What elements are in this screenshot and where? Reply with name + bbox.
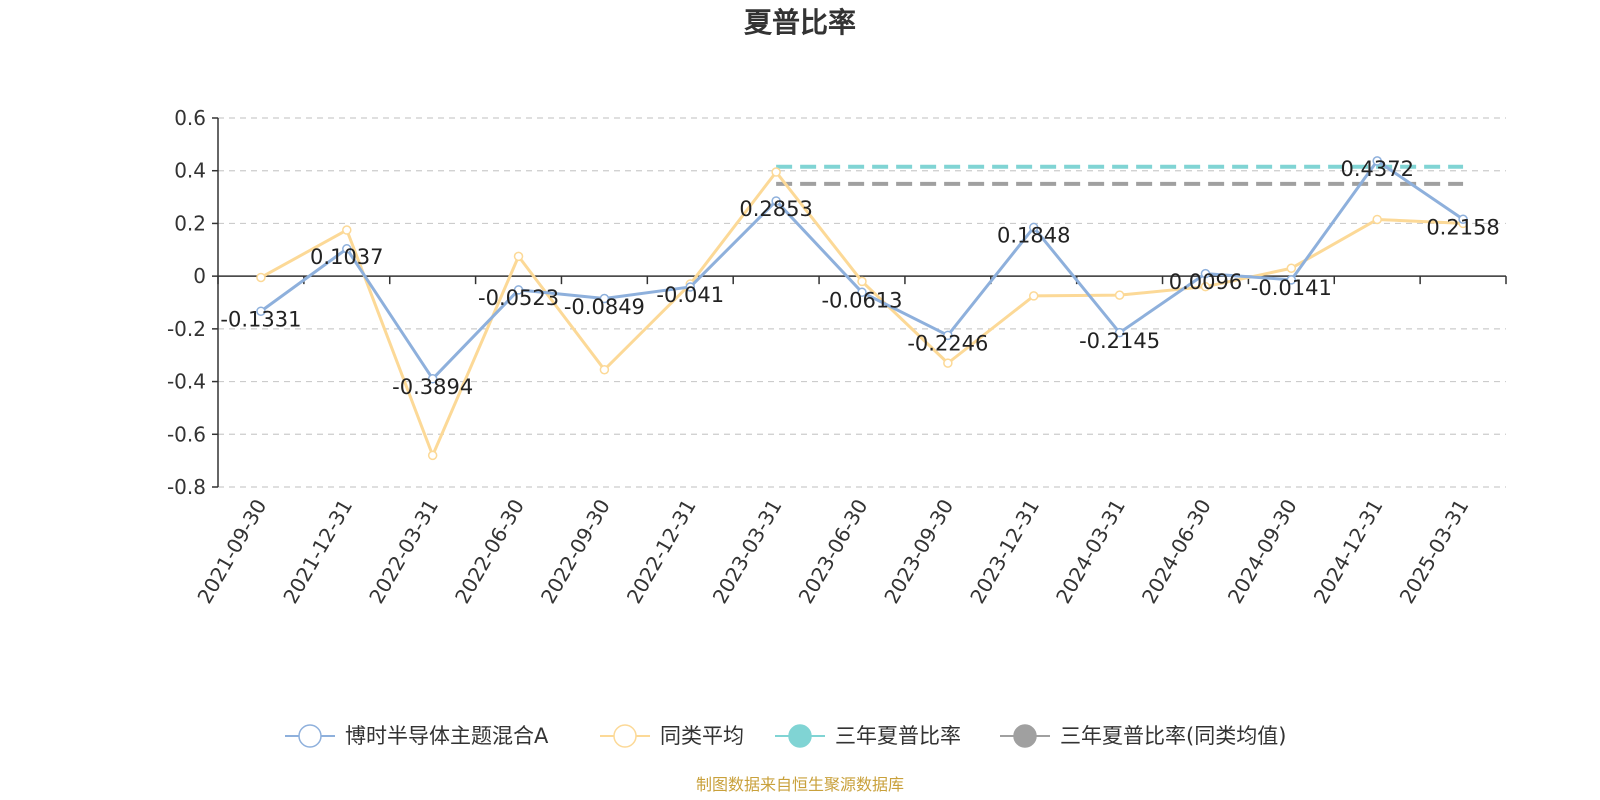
x-tick-label: 2023-09-30: [879, 495, 958, 608]
x-tick-label: 2021-12-31: [278, 495, 357, 608]
y-tick-label: 0.6: [174, 106, 206, 130]
series-lines: [256, 156, 1468, 461]
data-label: -0.0141: [1251, 276, 1332, 300]
series-2-point: [1286, 263, 1297, 273]
series-line-2: [260, 170, 1464, 457]
x-tick-label: 2023-03-31: [708, 495, 787, 608]
series-1-point: [1028, 222, 1039, 233]
legend-symbol-marker: [1013, 724, 1037, 748]
series-1-point: [943, 330, 953, 341]
y-tick-label: 0.4: [174, 159, 206, 183]
x-tick-label: 2022-03-31: [364, 495, 443, 608]
series-1-point: [1200, 268, 1211, 279]
x-tick-label: 2024-09-30: [1223, 495, 1302, 608]
data-labels: -0.1331 0.1037 -0.3894 -0.0523 -0.0849 -0.041…: [220, 157, 1499, 399]
series-1-point: [427, 374, 438, 384]
y-tick-label: -0.2: [167, 317, 206, 341]
series-2-point: [1200, 281, 1211, 292]
series-2-point: [943, 358, 953, 368]
series-2-point: [1114, 290, 1125, 300]
legend-item-3[interactable]: 三年夏普比率: [775, 724, 961, 748]
series-1-point: [513, 285, 524, 295]
data-label: -0.3894: [392, 375, 473, 399]
data-label: -0.0523: [478, 286, 559, 310]
legend-item-4[interactable]: 三年夏普比率(同类均值): [1000, 724, 1286, 748]
series-2-point: [1372, 214, 1382, 225]
x-tick-label: 2021-09-30: [192, 495, 271, 608]
x-tick-label: 2024-03-31: [1051, 495, 1130, 608]
series-1-point: [599, 293, 610, 304]
series-2-point: [857, 276, 867, 287]
data-label: -0.2145: [1079, 329, 1160, 353]
series-1-point: [685, 282, 696, 292]
series-1-point: [256, 306, 266, 316]
series-1-point: [857, 287, 867, 298]
data-label: -0.2246: [907, 332, 988, 356]
legend-label: 三年夏普比率(同类均值): [1060, 724, 1286, 748]
x-tick-label: 2025-03-31: [1395, 495, 1474, 608]
data-label: -0.041: [656, 283, 724, 307]
series-2-point: [256, 272, 266, 283]
series-2-point: [771, 167, 781, 177]
legend-item-2[interactable]: 同类平均: [600, 724, 744, 748]
y-tick-label: -0.6: [167, 422, 206, 446]
legend-symbol-marker: [613, 724, 637, 748]
series-2-point: [1028, 291, 1039, 301]
y-tick-label: 0.2: [174, 211, 206, 235]
data-label: -0.0613: [821, 289, 902, 313]
legend-label: 同类平均: [660, 724, 744, 748]
data-label: -0.1331: [220, 308, 301, 332]
legend-item-1[interactable]: 博时半导体主题混合A: [285, 724, 549, 748]
series-1-point: [771, 196, 781, 206]
series-1-point: [1458, 214, 1468, 225]
data-label: -0.0849: [564, 295, 645, 319]
legend[interactable]: 博时半导体主题混合A 同类平均 三年夏普比率 三年夏普比率(同类均值): [285, 724, 1286, 748]
series-2-point: [342, 225, 352, 235]
data-label: 0.2853: [739, 197, 812, 221]
legend-symbol-marker: [788, 724, 812, 748]
legend-label: 三年夏普比率: [835, 724, 961, 748]
series-1-point: [1114, 327, 1125, 338]
x-tick-label: 2024-12-31: [1309, 495, 1388, 608]
data-label: 0.2158: [1426, 216, 1499, 240]
x-tick-label: 2023-06-30: [793, 495, 872, 608]
x-tick-label: 2024-06-30: [1137, 495, 1216, 608]
series-1-point: [342, 244, 352, 254]
y-tick-label: -0.4: [167, 370, 206, 394]
data-label: 0.0096: [1169, 270, 1242, 294]
legend-symbol-marker: [298, 724, 322, 748]
legend-label: 博时半导体主题混合A: [345, 724, 549, 748]
series-2-point: [599, 364, 610, 375]
data-source-note: 制图数据来自恒生聚源数据库: [696, 775, 904, 794]
x-tick-label: 2022-12-31: [622, 495, 701, 608]
series-1-point: [1372, 156, 1382, 166]
series-2-point: [427, 450, 438, 461]
data-label: 0.1848: [997, 224, 1070, 248]
x-tick-label: 2022-09-30: [536, 495, 615, 608]
chart-title: 夏普比率: [744, 6, 856, 39]
data-label: 0.4372: [1340, 157, 1413, 181]
reference-lines: [776, 164, 1464, 186]
series-1-point: [1286, 275, 1297, 285]
x-tick-label: 2023-12-31: [965, 495, 1044, 608]
y-tick-label: 0: [193, 264, 206, 288]
series-2-point: [513, 251, 524, 262]
y-tick-label: -0.8: [167, 475, 206, 499]
data-label: 0.1037: [310, 245, 383, 269]
x-tick-label: 2022-06-30: [450, 495, 529, 608]
grid-lines: [218, 117, 1506, 488]
